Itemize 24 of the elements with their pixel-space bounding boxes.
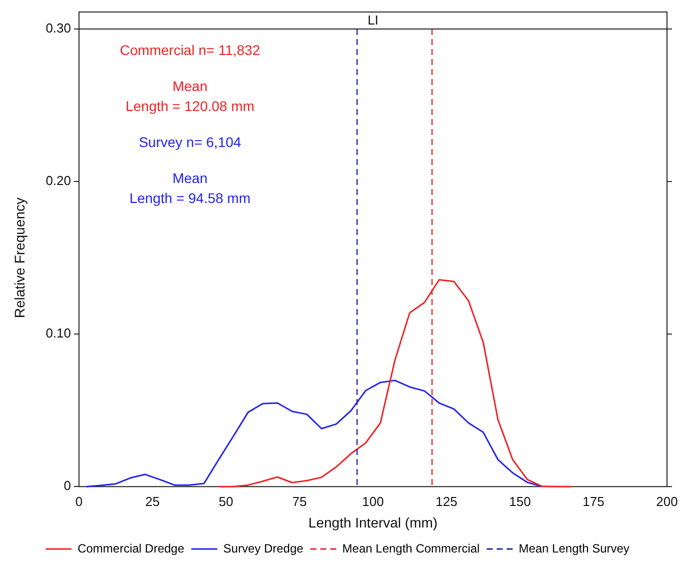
annotation: Survey n= 6,104 — [138, 134, 242, 150]
y-tick-label: 0 — [64, 478, 71, 494]
legend-label: Commercial Dredge — [78, 541, 185, 556]
x-tick-label: 150 — [509, 494, 531, 509]
y-tick-label: 0.10 — [46, 326, 71, 341]
x-tick-label: 175 — [582, 494, 604, 509]
y-axis-title: Relative Frequency — [11, 197, 28, 318]
legend-label: Mean Length Commercial — [342, 541, 480, 556]
x-axis-title: Length Interval (mm) — [308, 514, 438, 530]
x-tick-label: 0 — [75, 494, 83, 509]
y-tick-label: 0.20 — [46, 173, 71, 188]
x-tick-label: 200 — [656, 494, 678, 509]
x-tick-label: 100 — [362, 494, 384, 509]
annotation: Mean Length = 94.58 mm — [129, 170, 251, 206]
x-tick-label: 75 — [292, 494, 307, 509]
x-tick-label: 50 — [218, 494, 234, 509]
annotation: Commercial n= 11,832 — [120, 42, 260, 58]
x-tick-label: 125 — [436, 494, 458, 509]
chart-title: LI — [368, 12, 378, 28]
legend-label: Mean Length Survey — [518, 541, 630, 556]
y-tick-label: 0.30 — [46, 20, 71, 36]
x-tick-label: 25 — [145, 494, 160, 509]
legend-label: Survey Dredge — [223, 541, 304, 556]
annotation: Mean Length = 120.08 mm — [126, 78, 254, 114]
